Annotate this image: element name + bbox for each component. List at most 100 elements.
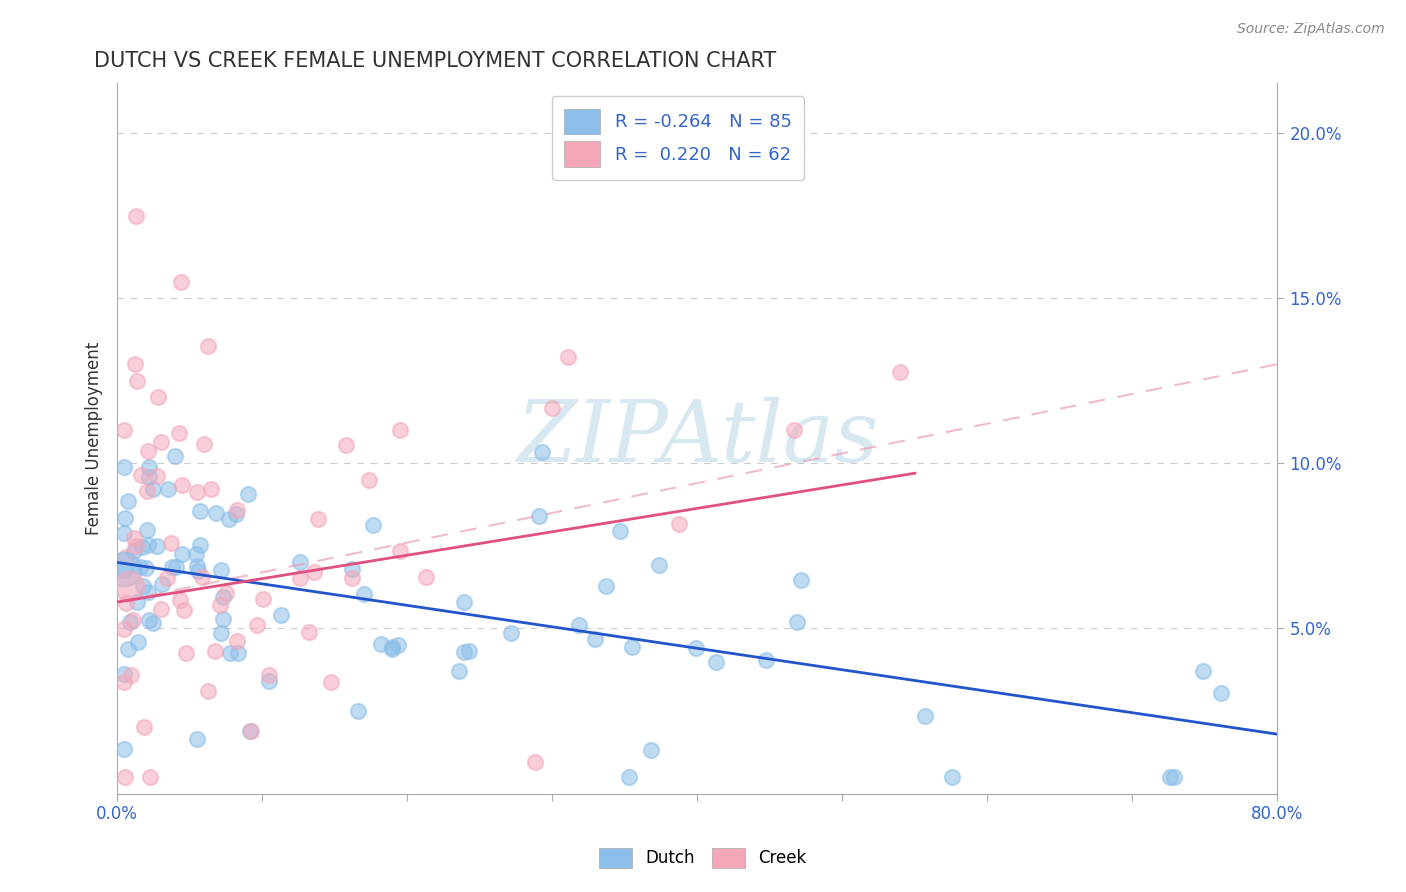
Point — [449, 664, 471, 678]
Point — [238, 723, 260, 738]
Point — [914, 708, 936, 723]
Point — [114, 562, 136, 576]
Point — [1209, 686, 1232, 700]
Point — [609, 524, 631, 539]
Point — [165, 450, 187, 464]
Point — [174, 647, 197, 661]
Point — [246, 617, 269, 632]
Point — [145, 539, 167, 553]
Point — [1191, 665, 1213, 679]
Point — [114, 526, 136, 541]
Point — [288, 571, 311, 585]
Point — [186, 731, 208, 746]
Point — [353, 587, 375, 601]
Point — [1163, 770, 1185, 784]
Point — [156, 482, 179, 496]
Point — [321, 675, 343, 690]
Point — [135, 561, 157, 575]
Point — [387, 638, 409, 652]
Point — [188, 539, 211, 553]
Text: DUTCH VS CREEK FEMALE UNEMPLOYMENT CORRELATION CHART: DUTCH VS CREEK FEMALE UNEMPLOYMENT CORRE… — [94, 51, 776, 70]
Point — [370, 637, 392, 651]
Point — [889, 365, 911, 379]
Point — [193, 437, 215, 451]
Point — [117, 494, 139, 508]
Point — [173, 603, 195, 617]
Point — [184, 547, 207, 561]
Point — [131, 541, 153, 555]
Legend: Dutch, Creek: Dutch, Creek — [592, 841, 814, 875]
Point — [142, 482, 165, 496]
Point — [122, 544, 145, 558]
Point — [205, 506, 228, 520]
Point — [209, 563, 232, 577]
Point — [212, 590, 235, 604]
Point — [114, 622, 136, 636]
Point — [620, 640, 643, 654]
Point — [270, 608, 292, 623]
Point — [219, 646, 242, 660]
Point — [117, 641, 139, 656]
Point — [160, 536, 183, 550]
Point — [197, 339, 219, 353]
Point — [118, 615, 141, 629]
Point — [499, 626, 522, 640]
Legend: R = -0.264   N = 85, R =  0.220   N = 62: R = -0.264 N = 85, R = 0.220 N = 62 — [551, 96, 804, 179]
Point — [136, 538, 159, 552]
Point — [139, 770, 162, 784]
Point — [114, 511, 136, 525]
Point — [125, 209, 148, 223]
Point — [527, 508, 550, 523]
Point — [138, 613, 160, 627]
Point — [357, 473, 380, 487]
Point — [226, 634, 249, 648]
Point — [941, 770, 963, 784]
Point — [129, 560, 152, 574]
Point — [568, 618, 591, 632]
Point — [170, 275, 193, 289]
Point — [415, 569, 437, 583]
Point — [215, 586, 238, 600]
Point — [342, 571, 364, 585]
Point — [200, 482, 222, 496]
Point — [290, 555, 312, 569]
Point — [381, 640, 404, 655]
Point — [170, 478, 193, 492]
Point — [453, 645, 475, 659]
Point — [668, 516, 690, 531]
Point — [308, 512, 330, 526]
Point — [583, 632, 606, 646]
Y-axis label: Female Unemployment: Female Unemployment — [86, 342, 103, 535]
Point — [150, 602, 173, 616]
Point — [186, 558, 208, 573]
Point — [209, 625, 232, 640]
Point — [302, 566, 325, 580]
Point — [1159, 770, 1181, 784]
Point — [259, 668, 281, 682]
Point — [704, 655, 727, 669]
Point — [125, 595, 148, 609]
Point — [755, 653, 778, 667]
Point — [298, 624, 321, 639]
Text: Source: ZipAtlas.com: Source: ZipAtlas.com — [1237, 22, 1385, 37]
Point — [557, 350, 579, 364]
Point — [170, 547, 193, 561]
Point — [388, 544, 411, 558]
Point — [125, 374, 148, 388]
Point — [648, 558, 671, 572]
Point — [136, 585, 159, 599]
Point — [226, 646, 249, 660]
Point — [122, 531, 145, 545]
Point — [115, 596, 138, 610]
Point — [135, 484, 157, 499]
Point — [252, 592, 274, 607]
Point — [114, 563, 136, 577]
Point — [388, 423, 411, 437]
Point — [530, 445, 553, 459]
Point — [122, 613, 145, 627]
Point — [595, 579, 617, 593]
Point — [146, 469, 169, 483]
Point — [790, 573, 813, 587]
Point — [340, 562, 363, 576]
Point — [335, 438, 357, 452]
